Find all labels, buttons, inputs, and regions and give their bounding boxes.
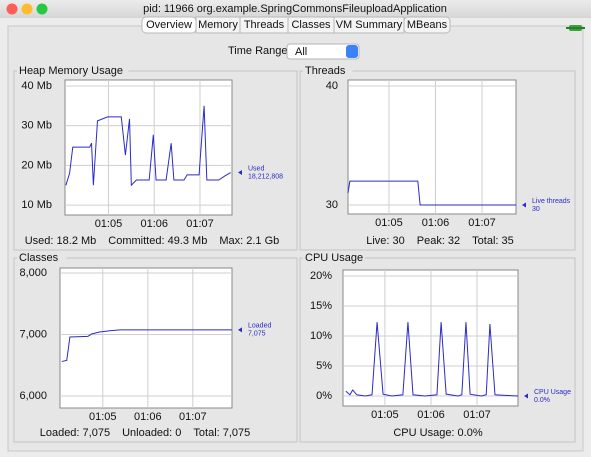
y-tick-label: 20% bbox=[310, 270, 332, 282]
panel bbox=[13, 257, 298, 443]
y-tick-label: 40 bbox=[326, 80, 338, 92]
close-button[interactable] bbox=[6, 3, 18, 15]
x-tick-label: 01:06 bbox=[140, 218, 168, 230]
tab-label[interactable]: VM Summary bbox=[336, 19, 403, 31]
series-line bbox=[61, 329, 232, 363]
current-value: 18,212,808 bbox=[248, 173, 283, 180]
minimize-button[interactable] bbox=[21, 3, 33, 15]
series-name: CPU Usage bbox=[534, 389, 571, 396]
current-marker bbox=[238, 170, 242, 176]
title-bar bbox=[0, 0, 591, 18]
panel-title-bg bbox=[17, 66, 129, 76]
series-name: Live threads bbox=[532, 198, 571, 205]
stat: Total: 7,075 bbox=[193, 427, 250, 439]
stats: Loaded: 7,075 Unloaded: 0 Total: 7,075 bbox=[40, 427, 251, 439]
panel bbox=[299, 257, 576, 443]
time-range-select[interactable] bbox=[286, 43, 360, 60]
stat: CPU Usage: 0.0% bbox=[393, 427, 482, 439]
stats: Used: 18.2 Mb Committed: 49.3 Mb Max: 2.1 … bbox=[25, 235, 280, 247]
x-tick-label: 01:07 bbox=[186, 218, 214, 230]
tab-label[interactable]: Overview bbox=[146, 19, 192, 31]
series-line bbox=[65, 105, 231, 187]
plot-area bbox=[347, 79, 517, 215]
stat: Peak: 32 bbox=[417, 235, 460, 247]
stat: Committed: 49.3 Mb bbox=[108, 235, 207, 247]
tab[interactable] bbox=[403, 16, 451, 34]
y-tick-label: 20 Mb bbox=[21, 159, 52, 171]
current-marker bbox=[524, 393, 528, 399]
current-marker bbox=[522, 202, 526, 208]
y-tick-label: 7,000 bbox=[19, 328, 47, 340]
y-tick-label: 0% bbox=[316, 390, 332, 402]
panel-title: CPU Usage bbox=[305, 252, 363, 264]
stat: Total: 35 bbox=[472, 235, 514, 247]
stats: CPU Usage: 0.0% bbox=[393, 427, 482, 439]
series-name: Used bbox=[248, 165, 264, 172]
panel bbox=[13, 70, 298, 251]
plot-area bbox=[64, 79, 233, 216]
x-tick-label: 01:06 bbox=[417, 409, 445, 421]
time-range-label: Time Range: bbox=[228, 45, 291, 57]
panel-title: Heap Memory Usage bbox=[19, 65, 123, 77]
y-tick-label: 15% bbox=[310, 300, 332, 312]
x-tick-label: 01:05 bbox=[371, 409, 399, 421]
current-value: 0.0% bbox=[534, 397, 550, 404]
panel-title-bg bbox=[303, 253, 365, 263]
panel-title-bg bbox=[17, 253, 67, 263]
stats: Live: 30 Peak: 32 Total: 35 bbox=[366, 235, 514, 247]
tab-label[interactable]: MBeans bbox=[407, 19, 448, 31]
plot-area bbox=[59, 267, 233, 409]
x-tick-label: 01:05 bbox=[95, 218, 123, 230]
stat: Loaded: 7,075 bbox=[40, 427, 110, 439]
zoom-button[interactable] bbox=[36, 3, 48, 15]
current-value: 7,075 bbox=[248, 331, 266, 338]
current-marker bbox=[238, 327, 242, 333]
x-tick-label: 01:06 bbox=[422, 217, 450, 229]
panel-title: Classes bbox=[19, 252, 59, 264]
panel-title: Threads bbox=[305, 65, 346, 77]
stat: Live: 30 bbox=[366, 235, 405, 247]
tab-label[interactable]: Memory bbox=[198, 19, 238, 31]
y-tick-label: 30 bbox=[326, 199, 338, 211]
x-tick-label: 01:07 bbox=[468, 217, 496, 229]
time-range-value[interactable]: All bbox=[295, 46, 307, 58]
x-tick-label: 01:05 bbox=[89, 411, 117, 423]
stat: Used: 18.2 Mb bbox=[25, 235, 97, 247]
y-tick-label: 40 Mb bbox=[21, 80, 52, 92]
y-tick-label: 30 Mb bbox=[21, 120, 52, 132]
stat: Max: 2.1 Gb bbox=[219, 235, 279, 247]
y-tick-label: 8,000 bbox=[19, 267, 47, 279]
connection-icon bbox=[566, 25, 585, 31]
x-tick-label: 01:05 bbox=[375, 217, 403, 229]
select-arrow[interactable] bbox=[346, 45, 358, 58]
y-tick-label: 6,000 bbox=[19, 390, 47, 402]
y-tick-label: 10 Mb bbox=[21, 199, 52, 211]
y-tick-label: 5% bbox=[316, 360, 332, 372]
panel bbox=[299, 70, 576, 251]
x-tick-label: 01:06 bbox=[134, 411, 162, 423]
tab-label[interactable]: Threads bbox=[244, 19, 285, 31]
current-value: 30 bbox=[532, 206, 540, 213]
panel-title-bg bbox=[303, 66, 353, 76]
window-title: pid: 11966 org.example.SpringCommonsFile… bbox=[143, 3, 447, 15]
series-line bbox=[347, 180, 516, 206]
stat: Unloaded: 0 bbox=[122, 427, 181, 439]
series-line bbox=[345, 322, 519, 397]
tab-label[interactable]: Classes bbox=[291, 19, 331, 31]
series-name: Loaded bbox=[248, 323, 271, 330]
x-tick-label: 01:07 bbox=[179, 411, 207, 423]
x-tick-label: 01:07 bbox=[463, 409, 491, 421]
y-tick-label: 10% bbox=[310, 330, 332, 342]
